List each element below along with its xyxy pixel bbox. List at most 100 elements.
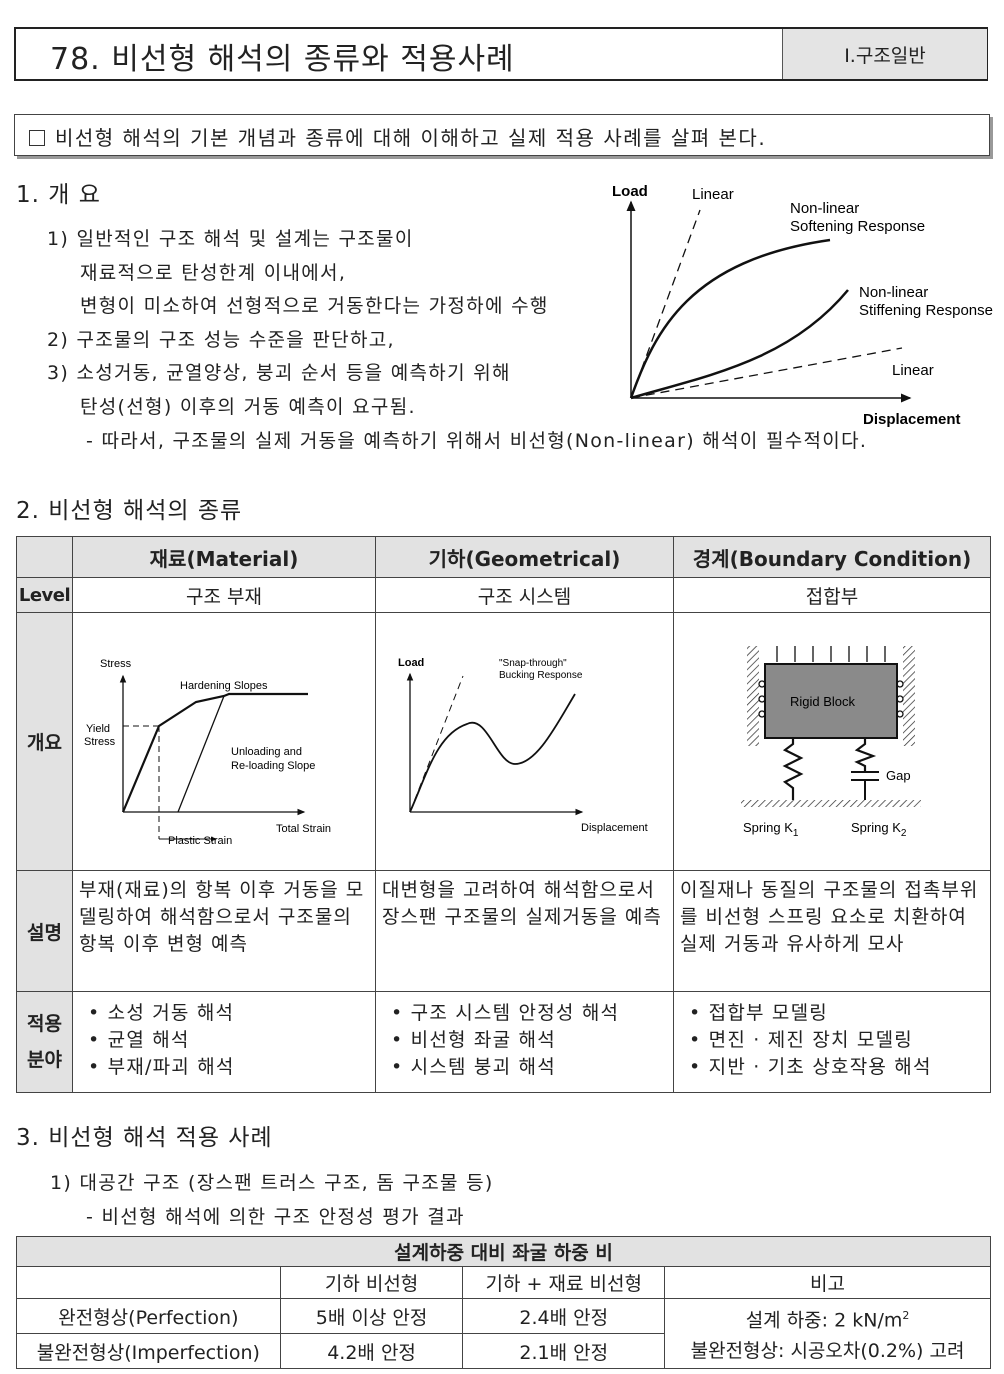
list-item: 부재/파괴 해석 <box>88 1054 374 1081</box>
list-item: 접합부 모델링 <box>689 1000 989 1027</box>
list-item: 면진 · 제진 장치 모델링 <box>689 1027 989 1054</box>
overview-line: 2) 구조물의 구조 성능 수준을 판단하고, <box>47 329 395 351</box>
list-item: 지반 · 기초 상호작용 해석 <box>689 1054 989 1081</box>
stiffening-curve <box>630 289 849 400</box>
load-label: Load <box>398 657 424 669</box>
table-cell: 접합부 모델링 면진 · 제진 장치 모델링 지반 · 기초 상호작용 해석 <box>673 991 991 1093</box>
table-cell: 완전형상(Perfection) <box>16 1297 281 1335</box>
section1-heading: 1. 개 요 <box>16 182 101 208</box>
corner-cell <box>16 536 73 578</box>
row-label: 적용 분야 <box>16 991 73 1093</box>
snap-through-figure: Load "Snap-through" Bucking Response Dis… <box>398 657 648 834</box>
material-figure-cell: Stress Hardening Slopes Yield Stress Unl… <box>72 612 376 871</box>
column-header: 경계(Boundary Condition) <box>673 536 991 578</box>
snap-label: "Snap-through" <box>499 658 567 669</box>
overview-line: 3) 소성거동, 균열양상, 붕괴 순서 등을 예측하기 위해 <box>47 362 511 384</box>
title-box <box>14 27 988 81</box>
table-header-row: 재료(Material) 기하(Geometrical) 경계(Boundary… <box>16 536 991 578</box>
rigid-block-label: Rigid Block <box>790 694 856 709</box>
yield-label: Yield <box>86 723 110 735</box>
list-item: 균열 해석 <box>88 1027 374 1054</box>
row-label: Level <box>16 577 73 613</box>
row-label: 개요 <box>16 612 73 871</box>
table-row: Level 구조 부재 구조 시스템 접합부 <box>16 577 991 613</box>
table-cell: 구조 시스템 안정성 해석 비선형 좌굴 해석 시스템 붕괴 해석 <box>375 991 674 1093</box>
load-displacement-figure: Load Linear Non-linear Softening Respons… <box>612 183 993 428</box>
table-cell: 2.4배 안정 <box>462 1297 666 1335</box>
snap-through-curve <box>409 693 576 813</box>
column-header: 기하 비선형 <box>279 1266 464 1299</box>
spring-k1-label: Spring K1 <box>743 820 799 839</box>
overview-line: 변형이 미소하여 선형적으로 거동한다는 가정하에 수행 <box>80 295 549 317</box>
spring-k2 <box>854 738 877 772</box>
section2-heading: 2. 비선형 해석의 종류 <box>16 498 243 524</box>
spring-k2-label: Spring K2 <box>851 820 907 839</box>
softening-label: Non-linear <box>790 200 859 217</box>
displacement-label: Displacement <box>581 822 648 834</box>
overview-line: 재료적으로 탄성한계 이내에서, <box>80 262 347 284</box>
overview-line: 1) 일반적인 구조 해석 및 설계는 구조물이 <box>47 228 414 250</box>
goal-box: 비선형 해석의 기본 개념과 종류에 대해 이해하고 실제 적용 사례를 살펴 … <box>14 114 990 156</box>
geometric-figure-cell: Load "Snap-through" Bucking Response Dis… <box>375 612 674 871</box>
column-header: 기하 + 재료 비선형 <box>462 1266 666 1299</box>
chapter-label: Ⅰ.구조일반 <box>782 29 987 79</box>
note-cell: 설계 하중: 2 kN/m2 불완전형상: 시공오차(0.2%) 고려 <box>664 1297 991 1370</box>
gap-label: Gap <box>886 768 911 783</box>
softening-curve <box>629 238 831 399</box>
stress-label: Stress <box>100 658 132 670</box>
column-header <box>16 1266 281 1299</box>
table-cell: 대변형을 고려하여 해석함으로서 장스팬 구조물의 실제거동을 예측 <box>375 870 674 992</box>
table-row: 불완전형상(Imperfection) 4.2배 안정 2.1배 안정 <box>16 1333 991 1370</box>
table-cell: 4.2배 안정 <box>279 1333 464 1370</box>
list-item: 구조 시스템 안정성 해석 <box>391 1000 672 1027</box>
column-header: 비고 <box>664 1266 991 1299</box>
case-item: 1) 대공간 구조 (장스팬 트러스 구조, 돔 구조물 등) <box>50 1172 494 1194</box>
rigid-block <box>764 663 898 739</box>
table-cell: 구조 부재 <box>72 577 376 613</box>
y-axis-label: Load <box>612 183 648 200</box>
section3-heading: 3. 비선형 해석 적용 사례 <box>16 1125 273 1151</box>
table-cell: 불완전형상(Imperfection) <box>16 1333 281 1370</box>
stiffening-label: Stiffening Response <box>859 302 993 319</box>
table-row: 설명 부재(재료)의 항복 이후 거동을 모델링하여 해석함으로서 구조물의 항… <box>16 870 991 992</box>
table-cell: 2.1배 안정 <box>462 1333 666 1370</box>
table-cell: 소성 거동 해석 균열 해석 부재/파괴 해석 <box>72 991 376 1093</box>
table-header-row: 기하 비선형 기하 + 재료 비선형 비고 <box>16 1266 991 1299</box>
linear-line-shallow <box>630 347 903 399</box>
linear-label: Linear <box>692 186 734 203</box>
plastic-strain-label: Plastic Strain <box>168 835 232 847</box>
overview-line: - 따라서, 구조물의 실제 거동을 예측하기 위해서 비선형(Non-line… <box>86 430 868 452</box>
overview-line: 탄성(선형) 이후의 거동 예측이 요구됨. <box>80 396 416 418</box>
table-cell: 접합부 <box>673 577 991 613</box>
goal-text: 비선형 해석의 기본 개념과 종류에 대해 이해하고 실제 적용 사례를 살펴 … <box>55 126 767 150</box>
list-item: 비선형 좌굴 해석 <box>391 1027 672 1054</box>
x-axis-label: Displacement <box>863 411 961 428</box>
table-row: 개요 Stress Hardening Slopes Yield Stress … <box>16 612 991 871</box>
case-subitem: - 비선형 해석에 의한 구조 안정성 평가 결과 <box>86 1206 465 1228</box>
page-title: 78. 비선형 해석의 종류와 적용사례 <box>50 42 515 77</box>
softening-label: Softening Response <box>790 218 925 235</box>
column-header: 재료(Material) <box>72 536 376 578</box>
total-strain-label: Total Strain <box>276 823 331 835</box>
stiffening-label: Non-linear <box>859 284 928 301</box>
chapter-text: Ⅰ.구조일반 <box>844 44 926 67</box>
unloading-label: Unloading and <box>231 746 302 758</box>
list-item: 시스템 붕괴 해석 <box>391 1054 672 1081</box>
yield-label: Stress <box>84 736 116 748</box>
table-row: 완전형상(Perfection) 5배 이상 안정 2.4배 안정 설계 하중:… <box>16 1297 991 1370</box>
stress-strain-figure: Stress Hardening Slopes Yield Stress Unl… <box>84 658 331 847</box>
rigid-block-figure: Rigid Block Gap Spring K1 Spring K2 <box>741 646 921 839</box>
linear-label: Linear <box>892 362 934 379</box>
hardening-label: Hardening Slopes <box>180 680 268 692</box>
checkbox-icon <box>29 130 45 146</box>
column-header: 기하(Geometrical) <box>375 536 674 578</box>
nonlinear-types-table: 재료(Material) 기하(Geometrical) 경계(Boundary… <box>16 536 991 1093</box>
table-cell: 5배 이상 안정 <box>279 1297 464 1335</box>
table-cell: 부재(재료)의 항복 이후 거동을 모델링하여 해석함으로서 구조물의 항복 이… <box>72 870 376 992</box>
spring-k1 <box>782 738 804 800</box>
table-cell: 이질재나 동질의 구조물의 접촉부위를 비선형 스프링 요소로 치환하여 실제 … <box>673 870 991 992</box>
list-item: 소성 거동 해석 <box>88 1000 374 1027</box>
boundary-figure-cell: Rigid Block Gap Spring K1 Spring K2 <box>673 612 991 871</box>
table-title: 설계하중 대비 좌굴 하중 비 <box>16 1236 991 1267</box>
